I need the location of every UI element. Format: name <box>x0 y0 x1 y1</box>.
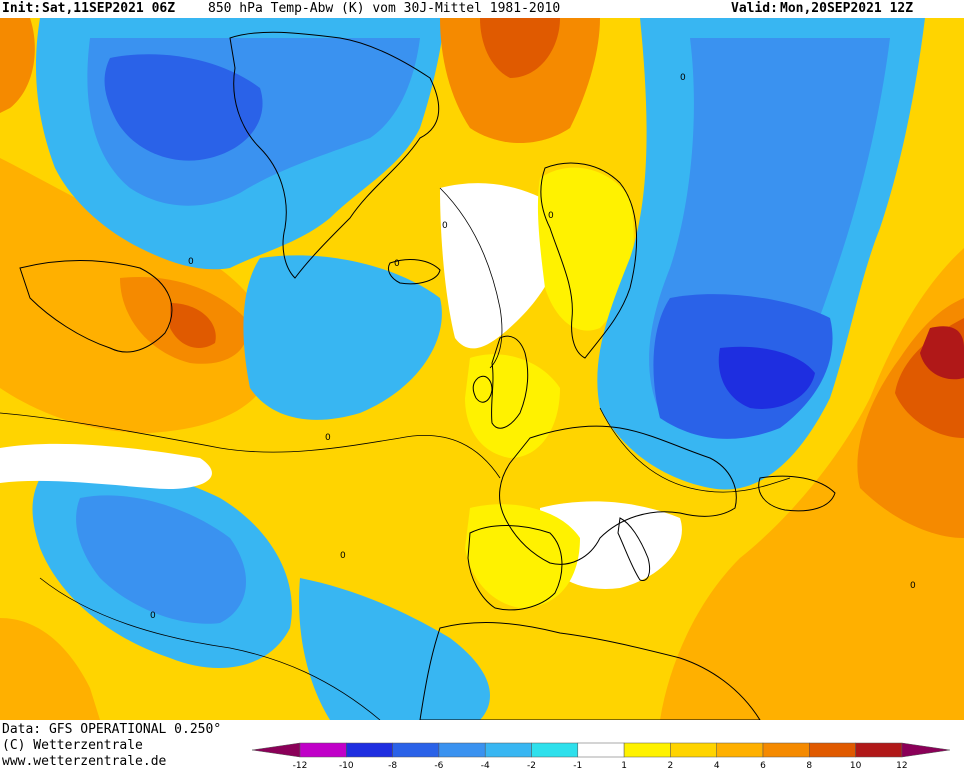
scale-tick-label: 4 <box>714 761 720 770</box>
field-slight-warm-nordic <box>537 167 634 331</box>
contour-label: 0 <box>442 221 448 231</box>
scale-tick-label: -1 <box>573 761 582 770</box>
scale-bin <box>855 742 903 758</box>
contour-zero-3 <box>439 187 503 369</box>
copyright: (C) Wetterzentrale <box>2 738 143 753</box>
field-warm-nw-corner <box>0 18 35 113</box>
contour-label: 0 <box>394 259 400 269</box>
contour-label: 0 <box>910 581 916 591</box>
scale-bin <box>809 742 856 758</box>
coast-labrador <box>19 260 173 353</box>
field-cold-greenland-deep <box>104 54 263 161</box>
contour-label: 0 <box>325 433 331 443</box>
scale-bin <box>438 742 486 758</box>
scale-tick-label: -4 <box>481 761 490 770</box>
contour-label: 0 <box>680 73 686 83</box>
contour-zero-2 <box>39 577 381 720</box>
coast-black-sea <box>758 475 836 512</box>
field-slight-warm-iberia <box>465 504 580 608</box>
coast-greenland <box>229 31 440 279</box>
init-value: Sat,11SEP2021 06Z <box>42 1 176 16</box>
contour-label: 0 <box>548 211 554 221</box>
coast-iberia <box>467 525 563 611</box>
field-hot-labrador <box>170 303 216 348</box>
coast-iceland <box>387 259 441 285</box>
anomaly-fields <box>0 18 964 720</box>
contour-label: 0 <box>150 611 156 621</box>
scale-bin <box>577 742 625 758</box>
website-link[interactable]: www.wetterzentrale.de <box>2 754 167 769</box>
coast-scandinavia <box>540 162 637 359</box>
contour-label: 0 <box>188 257 194 267</box>
contour-zero-4 <box>599 407 791 493</box>
field-cold-canary <box>299 578 490 720</box>
scale-tick-label: 6 <box>760 761 766 770</box>
field-extreme-hot-east <box>920 326 964 380</box>
field-warm-east <box>660 248 964 720</box>
scale-tick-label: 10 <box>850 761 862 770</box>
color-scale-legend: -12 -10 -8 -6 -4 -2 -1 1 2 4 6 8 10 12 <box>250 741 960 771</box>
valid-label: Valid: <box>731 1 778 16</box>
field-neutral-nordic <box>440 183 563 349</box>
scale-bin <box>716 742 764 758</box>
scale-tick-label: -6 <box>434 761 443 770</box>
scale-tick-label: -10 <box>339 761 354 770</box>
scale-tick-label: -8 <box>388 761 397 770</box>
init-label: Init: <box>2 1 42 16</box>
coast-italy <box>617 517 651 582</box>
contour-zero-1 <box>0 412 501 479</box>
field-warm-arctic <box>440 18 600 143</box>
scale-bin <box>670 742 717 758</box>
field-cold-ukraine-darkest <box>718 346 815 409</box>
contour-label: 0 <box>340 551 346 561</box>
scale-tick-label: 2 <box>668 761 674 770</box>
scale-bin <box>531 742 579 758</box>
anomaly-map: 0 0 0 0 0 0 0 0 0 <box>0 18 964 720</box>
scale-bin <box>623 742 671 758</box>
field-neutral-atlantic <box>0 443 212 489</box>
scale-tick-label: 12 <box>896 761 907 770</box>
scale-tick-label: 8 <box>806 761 812 770</box>
scale-tick-label: 1 <box>621 761 627 770</box>
scale-bin <box>346 742 393 758</box>
coast-europe <box>499 425 737 565</box>
coast-ireland <box>472 375 493 403</box>
valid-value: Mon,20SEP2021 12Z <box>780 1 914 16</box>
scale-tick-label: -2 <box>527 761 536 770</box>
contour-labels: 0 0 0 0 0 0 0 0 0 <box>150 73 916 621</box>
data-source: Data: GFS OPERATIONAL 0.250° <box>2 722 222 737</box>
coast-uk <box>491 335 529 429</box>
zero-contours <box>0 187 791 720</box>
field-cold-subtropical-core <box>76 495 247 624</box>
chart-title: 850 hPa Temp-Abw (K) vom 30J-Mittel 1981… <box>208 1 561 16</box>
field-warm-sw <box>0 618 100 720</box>
scale-tick-label: -12 <box>293 761 308 770</box>
scale-bin <box>762 742 810 758</box>
scale-bin <box>392 742 440 758</box>
field-hot-arctic <box>480 18 560 78</box>
chart-header: Init: Sat,11SEP2021 06Z 850 hPa Temp-Abw… <box>0 0 964 18</box>
scale-bin <box>299 742 347 758</box>
scale-bin <box>484 742 532 758</box>
coast-africa <box>419 622 761 720</box>
field-cold-north-atlantic <box>243 255 442 420</box>
field-slight-warm-uk <box>465 354 560 458</box>
scale-high-arrow <box>901 742 950 758</box>
scale-low-arrow <box>251 742 301 758</box>
coastlines <box>19 31 836 720</box>
